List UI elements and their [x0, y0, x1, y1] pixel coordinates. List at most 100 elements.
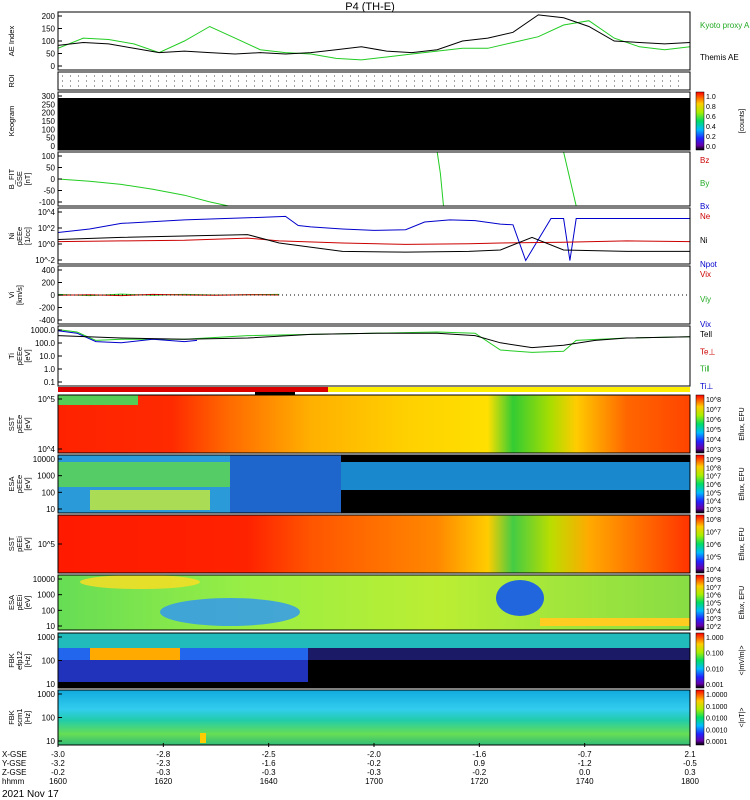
esa_i-ytick-label: 10	[46, 622, 55, 631]
fbk_e-colorbar	[695, 632, 705, 689]
fbk_b-ylabel-line: scm1	[15, 709, 24, 727]
xaxis-row-value: -2.3	[156, 759, 170, 768]
esa_i-frame	[57, 574, 691, 631]
fbk-e-band-3	[90, 648, 180, 660]
sst_i-ytick-label: 10^5	[38, 540, 56, 549]
temperature-legend-entry: Ti⊥	[700, 382, 713, 391]
fbk-e-band-4	[58, 660, 308, 682]
density-ytick-label: 10^0	[38, 240, 56, 249]
esa_e-colorbar-tick: 10^4	[706, 499, 721, 506]
xaxis-row-value: -0.3	[262, 768, 276, 777]
sst_i-colorbar-tick: 10^7	[706, 530, 721, 537]
bfit-ytick-label: -100	[39, 198, 56, 207]
temperature-legend-entry: Ti‖	[700, 365, 710, 374]
xaxis-row-value: -2.5	[262, 750, 276, 759]
sst_e-ytick-label: 10^4	[38, 445, 56, 454]
temperature-ytick-label: 1000.0	[31, 326, 56, 335]
ae-series-line	[58, 20, 690, 61]
keogram-ytick-label: 50	[46, 134, 55, 143]
xaxis-row-value: -2.8	[156, 750, 170, 759]
sst_e-colorbar-tick: 10^8	[706, 397, 721, 404]
ae-ytick-label: 0	[51, 62, 56, 71]
esa_i-colorbar-tick: 10^7	[706, 585, 721, 592]
velocity-legend-entry: Viy	[700, 295, 711, 304]
temperature-ylabel: TipEEe[eV]	[7, 347, 32, 365]
esa-electron-patch-3	[90, 490, 210, 510]
esa_i-ytick-label: 10000	[33, 575, 56, 584]
esa_i-colorbar-tick: 10^2	[706, 624, 721, 631]
fbk_e-ylabel-line: [Hz]	[23, 654, 32, 667]
esa_e-colorbar-tick: 10^9	[706, 457, 721, 464]
esa_i-colorbar-tick: 10^3	[706, 616, 721, 623]
esa_e-colorbar-label: Eflux, EFU	[739, 467, 746, 500]
sst_i-ylabel-line: pEEi	[15, 536, 24, 552]
xaxis-row-value: 1720	[470, 777, 488, 786]
xaxis-row-value: -3.0	[51, 750, 65, 759]
sst_i-ylabel-line: SST	[7, 536, 16, 551]
bfit-ytick-label: 100	[42, 152, 56, 161]
bfit-series-line	[58, 178, 229, 207]
fbk_e-colorbar-tick: 0.010	[706, 666, 724, 673]
fbk_e-colorbar-tick: 1.000	[706, 635, 724, 642]
keogram-colorbar-tick: 0.2	[706, 134, 716, 141]
esa_i-ylabel: ESApEEi[eV]	[7, 594, 32, 610]
fbk_b-colorbar-tick: 1.0000	[706, 692, 728, 699]
sst_e-colorbar-tick: 10^6	[706, 417, 721, 424]
fbk_b-ytick-label: 10	[46, 737, 55, 746]
esa-electron-patch-2	[58, 462, 238, 487]
xaxis-row-value: -0.7	[578, 750, 592, 759]
xaxis-row-value: 1700	[365, 777, 383, 786]
bfit-legend-entry: Bz	[700, 156, 709, 165]
xaxis-row-label: Y-GSE	[2, 759, 26, 768]
keogram-colorbar-tick: 0.6	[706, 114, 716, 121]
ae-series-line	[58, 14, 690, 55]
xaxis-row-value: -0.3	[156, 768, 170, 777]
xaxis-row-value: 1640	[260, 777, 278, 786]
esa_e-ytick-label: 10000	[33, 455, 56, 464]
temperature-series-line	[58, 332, 690, 349]
esa_e-ylabel: ESApEEe[eV]	[7, 475, 32, 493]
fbk_e-ytick-label: 10	[46, 680, 55, 689]
temperature-ylabel-line: [eV]	[23, 349, 32, 362]
sst_i-ylabel-line: [eV]	[23, 537, 32, 550]
esa_e-colorbar-tick: 10^7	[706, 474, 721, 481]
fbk_e-ylabel-line: FBK	[7, 653, 16, 668]
temperature-frame	[57, 325, 691, 387]
xaxis-row-value: -0.2	[472, 768, 486, 777]
esa_e-colorbar-tick: 10^6	[706, 482, 721, 489]
fbk_b-ytick-label: 1000	[37, 690, 55, 699]
sst_i-colorbar-label: Eflux, EFU	[739, 527, 746, 560]
sst_e-ylabel-line: [eV]	[23, 417, 32, 430]
fbk-b-spectrogram	[58, 690, 690, 745]
keogram-colorbar	[695, 91, 705, 151]
xaxis-row-value: 2.1	[684, 750, 696, 759]
status-bar-red	[58, 387, 328, 392]
xaxis-row-label: Z-GSE	[2, 768, 26, 777]
fbk_b-ylabel-line: FBK	[7, 710, 16, 725]
esa_e-ylabel-line: ESA	[7, 476, 16, 491]
sst_e-ylabel: SSTpEEe[eV]	[7, 415, 32, 433]
velocity-ytick-label: 0	[51, 291, 56, 300]
bfit-ytick-label: 50	[46, 164, 55, 173]
fbk_e-ylabel: FBKefp12[Hz]	[7, 651, 32, 670]
esa_e-colorbar-tick: 10^8	[706, 465, 721, 472]
velocity-ylabel-line: [km/s]	[15, 285, 24, 305]
sst_e-colorbar-tick: 10^3	[706, 447, 721, 454]
keogram-ytick-label: 250	[42, 100, 56, 109]
temperature-series-line	[58, 330, 198, 344]
roi-frame	[57, 71, 691, 91]
fbk_e-colorbar-tick: 0.100	[706, 651, 724, 658]
fbk-e-band-1	[58, 633, 690, 648]
xaxis-row-value: -0.2	[367, 759, 381, 768]
density-ylabel: NipEEe[1/cc]	[7, 227, 32, 245]
bfit-frame	[57, 151, 691, 207]
keogram-colorbar-tick: 0.4	[706, 124, 716, 131]
xaxis-row-value: 1740	[576, 777, 594, 786]
sst_i-colorbar	[695, 514, 705, 574]
ae-ytick-label: 150	[42, 25, 56, 34]
keogram-ytick-label: 300	[42, 92, 56, 101]
xaxis-row-label: hhmm	[2, 777, 25, 786]
roi-ylabel-line: ROI	[7, 74, 16, 87]
esa_e-ytick-label: 1000	[37, 472, 55, 481]
sst_e-colorbar-tick: 10^7	[706, 407, 721, 414]
